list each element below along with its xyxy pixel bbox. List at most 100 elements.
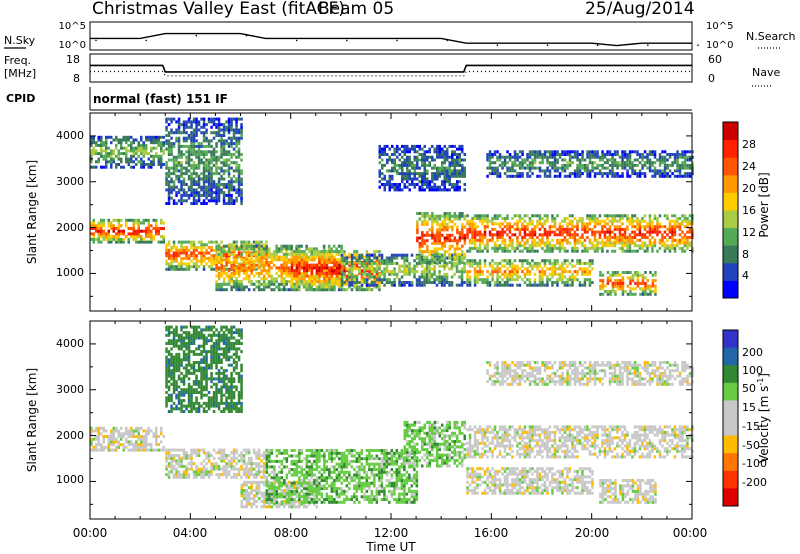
heatmap-cell bbox=[185, 240, 188, 244]
heatmap-cell bbox=[428, 272, 431, 276]
heatmap-cell bbox=[147, 221, 150, 225]
heatmap-cell bbox=[688, 172, 692, 176]
heatmap-cell bbox=[375, 264, 379, 268]
nsearch-point bbox=[647, 44, 649, 46]
heatmap-cell bbox=[107, 229, 110, 233]
heatmap-cell bbox=[418, 236, 422, 240]
heatmap-cell bbox=[536, 267, 539, 271]
heatmap-cell bbox=[212, 183, 216, 186]
heatmap-cell bbox=[165, 120, 168, 124]
heatmap-cell bbox=[212, 199, 216, 203]
heatmap-cell bbox=[441, 255, 444, 259]
heatmap-cell bbox=[343, 272, 346, 276]
heatmap-cell bbox=[195, 259, 198, 263]
heatmap-cell bbox=[212, 136, 216, 140]
heatmap-cell bbox=[200, 150, 203, 154]
heatmap-cell bbox=[232, 269, 236, 273]
heatmap-cell bbox=[202, 134, 206, 137]
heatmap-cell bbox=[335, 258, 338, 262]
heatmap-cell bbox=[638, 155, 642, 159]
heatmap-cell bbox=[438, 153, 441, 156]
heatmap-cell bbox=[232, 261, 236, 264]
heatmap-cell bbox=[240, 258, 243, 262]
heatmap-cell bbox=[383, 150, 386, 154]
heatmap-cell bbox=[568, 214, 572, 218]
heatmap-cell bbox=[97, 224, 100, 228]
heatmap-cell bbox=[673, 222, 677, 226]
heatmap-cell bbox=[666, 153, 669, 156]
heatmap-cell bbox=[636, 244, 639, 248]
heatmap-cell bbox=[100, 135, 103, 139]
heatmap-cell bbox=[611, 244, 614, 248]
heatmap-cell bbox=[551, 246, 554, 250]
heatmap-cell bbox=[162, 240, 165, 244]
heatmap-cell bbox=[428, 185, 431, 189]
heatmap-cell bbox=[413, 174, 416, 178]
heatmap-cell bbox=[683, 166, 687, 170]
heatmap-cell bbox=[421, 174, 424, 178]
heatmap-cell bbox=[215, 125, 218, 129]
heatmap-cell bbox=[320, 263, 324, 267]
heatmap-cell bbox=[152, 237, 155, 241]
heatmap-cell bbox=[688, 236, 692, 239]
heatmap-cell bbox=[491, 267, 494, 271]
heatmap-cell bbox=[177, 147, 181, 151]
heatmap-cell bbox=[546, 236, 549, 239]
heatmap-cell bbox=[185, 248, 188, 252]
heatmap-cell bbox=[661, 169, 664, 173]
heatmap-cell bbox=[443, 222, 447, 226]
heatmap-cell bbox=[536, 225, 539, 229]
heatmap-cell bbox=[460, 270, 464, 274]
heatmap-cell bbox=[688, 174, 692, 178]
heatmap-cell bbox=[375, 274, 379, 278]
heatmap-cell bbox=[688, 222, 692, 226]
heatmap-cell bbox=[365, 278, 369, 282]
heatmap-cell bbox=[230, 125, 233, 129]
heatmap-cell bbox=[491, 272, 494, 276]
heatmap-cell bbox=[441, 247, 444, 251]
heatmap-cell bbox=[180, 155, 183, 159]
heatmap-cell bbox=[381, 177, 384, 181]
heatmap-cell bbox=[593, 236, 597, 239]
heatmap-cell bbox=[436, 241, 439, 245]
heatmap-cell bbox=[688, 214, 692, 218]
heatmap-cell bbox=[493, 267, 497, 271]
heatmap-cell bbox=[546, 278, 549, 282]
heatmap-cell bbox=[180, 150, 183, 154]
heatmap-cell bbox=[107, 146, 110, 150]
heatmap-cell bbox=[343, 269, 346, 273]
heatmap-cell bbox=[493, 153, 497, 156]
heatmap-cell bbox=[230, 180, 233, 184]
heatmap-cell bbox=[295, 258, 299, 262]
heatmap-cell bbox=[175, 174, 178, 178]
heatmap-cell bbox=[586, 217, 589, 220]
heatmap-cell bbox=[631, 172, 634, 176]
heatmap-cell bbox=[202, 150, 206, 154]
heatmap-cell bbox=[593, 161, 597, 165]
heatmap-cell bbox=[242, 269, 246, 273]
heatmap-cell bbox=[343, 252, 346, 256]
heatmap-cell bbox=[272, 255, 276, 259]
heatmap-cell bbox=[378, 275, 381, 279]
heatmap-cell bbox=[403, 163, 406, 167]
heatmap-cell bbox=[310, 255, 314, 259]
heatmap-cell bbox=[506, 161, 509, 165]
heatmap-cell bbox=[553, 281, 557, 284]
heatmap-cell bbox=[656, 169, 659, 173]
heatmap-cell bbox=[536, 214, 539, 218]
heatmap-cell bbox=[458, 247, 462, 251]
heatmap-cell bbox=[588, 222, 592, 226]
heatmap-cell bbox=[458, 161, 461, 165]
heatmap-cell bbox=[666, 214, 669, 218]
heatmap-cell bbox=[207, 150, 211, 154]
heatmap-cell bbox=[663, 166, 667, 170]
heatmap-cell bbox=[408, 147, 411, 151]
heatmap-cell bbox=[217, 128, 221, 132]
heatmap-cell bbox=[317, 285, 321, 289]
heatmap-cell bbox=[426, 233, 429, 237]
heatmap-cell bbox=[240, 252, 243, 256]
heatmap-cell bbox=[207, 169, 211, 173]
heatmap-cell bbox=[202, 188, 206, 192]
heatmap-cell bbox=[466, 259, 469, 263]
heatmap-cell bbox=[250, 271, 253, 275]
